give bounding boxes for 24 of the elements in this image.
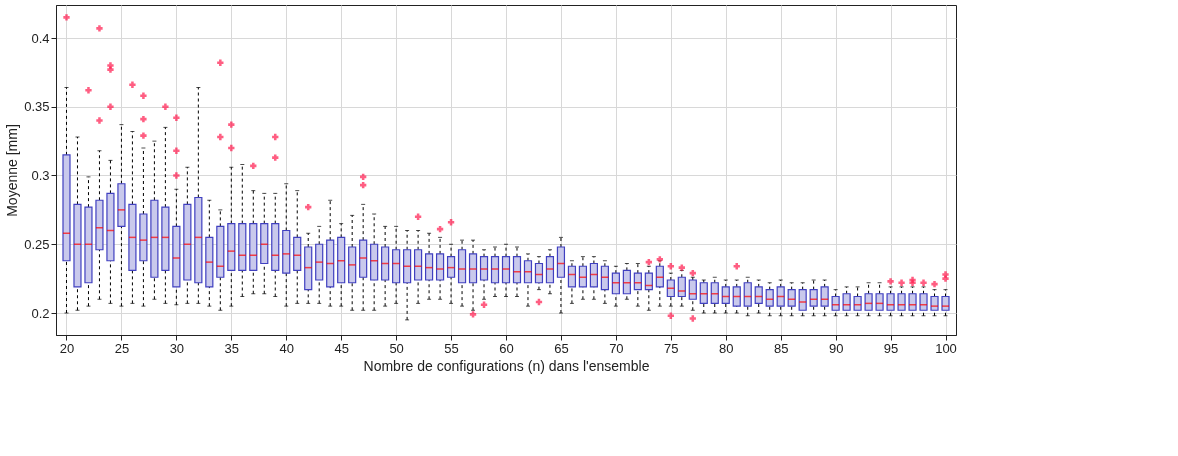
x-tick-label: 60 — [499, 340, 514, 356]
x-tick-label: 45 — [334, 340, 349, 356]
x-tick-label: 75 — [664, 340, 679, 356]
x-tick-label: 30 — [169, 340, 185, 356]
x-tick-label: 70 — [609, 340, 624, 356]
y-tick-label: 0.35 — [24, 99, 50, 115]
x-axis-title: Nombre de configurations (n) dans l'ensemble — [363, 357, 650, 374]
x-tick-label: 25 — [114, 340, 130, 356]
x-tick-label: 80 — [719, 340, 734, 356]
y-tick-label: 0.4 — [31, 30, 50, 46]
x-tick-label: 55 — [444, 340, 459, 356]
y-tick-label: 0.25 — [24, 236, 50, 252]
x-tick-label: 35 — [224, 340, 240, 356]
x-tick-label: 100 — [935, 340, 957, 356]
x-tick-label: 50 — [389, 340, 404, 356]
x-tick-label: 85 — [773, 340, 789, 356]
y-tick-label: 0.3 — [31, 168, 50, 183]
y-axis-title: Moyenne [mm] — [4, 124, 21, 217]
y-tick-label: 0.2 — [31, 305, 50, 321]
x-tick-label: 90 — [828, 340, 844, 356]
x-tick-label: 95 — [883, 340, 899, 356]
x-tick-label: 65 — [554, 340, 569, 356]
x-tick-label: 40 — [279, 340, 294, 356]
x-tick-label: 20 — [59, 340, 75, 356]
